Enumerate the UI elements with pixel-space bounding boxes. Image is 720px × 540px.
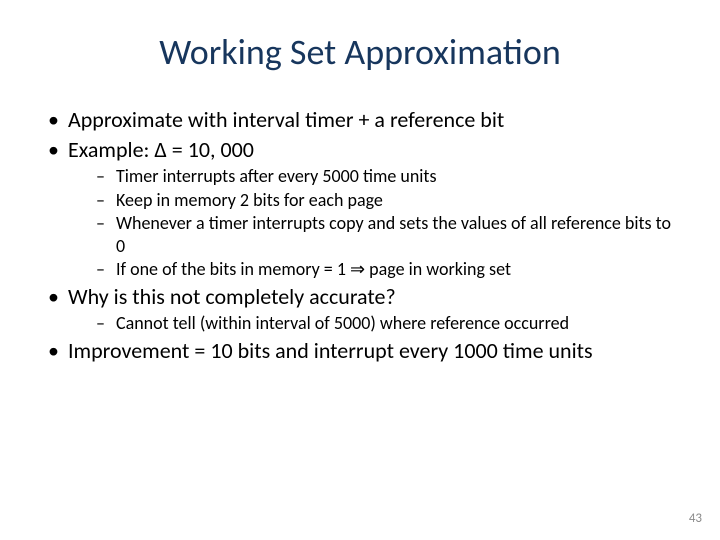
bullet-list-level2: Timer interrupts after every 5000 time u… [68, 165, 680, 281]
subbullet-item: Whenever a timer interrupts copy and set… [68, 212, 680, 257]
bullet-text: Improvement = 10 bits and interrupt ever… [68, 337, 593, 364]
bullet-text: Approximate with interval timer + a refe… [68, 106, 504, 133]
bullet-list-level2: Cannot tell (within interval of 5000) wh… [68, 312, 680, 335]
subbullet-item: If one of the bits in memory = 1 ⇒ page … [68, 258, 680, 281]
subbullet-item: Timer interrupts after every 5000 time u… [68, 165, 680, 188]
subbullet-item: Cannot tell (within interval of 5000) wh… [68, 312, 680, 335]
bullet-item: Improvement = 10 bits and interrupt ever… [40, 337, 680, 365]
subbullet-text: Timer interrupts after every 5000 time u… [116, 165, 437, 187]
subbullet-text: Cannot tell (within interval of 5000) wh… [116, 312, 569, 334]
page-number: 43 [689, 511, 702, 526]
bullet-list-level1: Approximate with interval timer + a refe… [40, 106, 680, 364]
subbullet-item: Keep in memory 2 bits for each page [68, 189, 680, 212]
bullet-text: Example: Δ = 10, 000 [68, 136, 254, 163]
slide: Working Set Approximation Approximate wi… [0, 0, 720, 540]
bullet-item: Why is this not completely accurate? Can… [40, 283, 680, 335]
subbullet-text: Keep in memory 2 bits for each page [116, 189, 383, 211]
bullet-item: Example: Δ = 10, 000 Timer interrupts af… [40, 136, 680, 281]
slide-title: Working Set Approximation [40, 30, 680, 74]
subbullet-text: Whenever a timer interrupts copy and set… [116, 212, 671, 257]
bullet-item: Approximate with interval timer + a refe… [40, 106, 680, 134]
subbullet-text: If one of the bits in memory = 1 ⇒ page … [116, 258, 511, 280]
bullet-text: Why is this not completely accurate? [68, 283, 396, 310]
